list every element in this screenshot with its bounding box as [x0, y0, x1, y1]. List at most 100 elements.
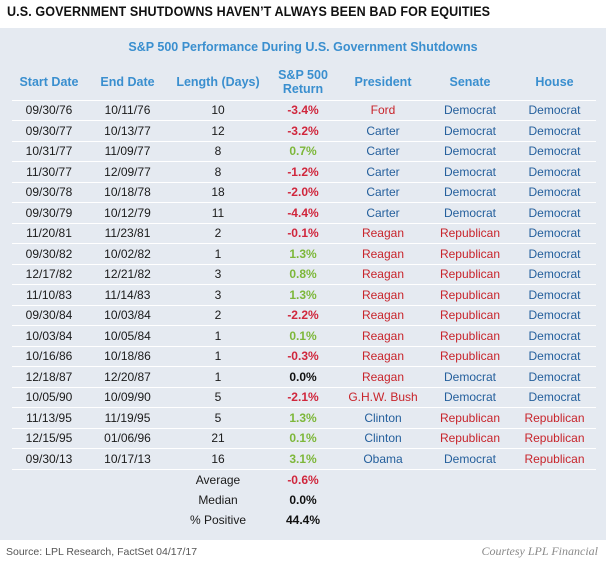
senate-cell: Democrat: [427, 182, 513, 203]
return-cell: 1.3%: [267, 284, 339, 306]
table-title: S&P 500 Performance During U.S. Governme…: [128, 40, 478, 54]
return-cell: 0.0%: [267, 366, 339, 388]
start-date-cell: 09/30/84: [12, 305, 86, 326]
president-cell: Carter: [339, 141, 427, 162]
senate-cell: Republican: [427, 284, 513, 306]
table-row: 09/30/76 10/11/76 10 -3.4% Ford Democrat Democ…: [12, 99, 596, 121]
senate-cell: Democrat: [427, 202, 513, 224]
col-header-return: S&P 500 Return: [278, 67, 328, 96]
senate-cell: Republican: [427, 223, 513, 244]
return-cell: -3.2%: [267, 120, 339, 142]
table-row: 11/30/77 12/09/77 8 -1.2% Carter Democrat Demo…: [12, 161, 596, 183]
start-date-cell: 11/20/81: [12, 223, 86, 244]
start-date-cell: 09/30/76: [12, 99, 86, 121]
president-cell: Ford: [339, 99, 427, 121]
empty-cell: [86, 469, 169, 490]
senate-cell: Republican: [427, 346, 513, 367]
house-cell: Democrat: [513, 141, 596, 162]
courtesy-note: Courtesy LPL Financial: [481, 544, 598, 558]
length-cell: 1: [169, 325, 267, 347]
start-date-cell: 10/31/77: [12, 141, 86, 162]
col-header-length: Length (Days): [176, 74, 260, 89]
empty-cell: [427, 469, 513, 490]
president-cell: Reagan: [339, 305, 427, 326]
start-date-cell: 10/05/90: [12, 387, 86, 408]
length-cell: 11: [169, 202, 267, 224]
end-date-cell: 10/18/78: [86, 182, 169, 203]
end-date-cell: 12/20/87: [86, 366, 169, 388]
end-date-cell: 11/14/83: [86, 284, 169, 306]
table-row: 11/10/83 11/14/83 3 1.3% Reagan Republican Dem…: [12, 284, 596, 306]
empty-cell: [339, 510, 427, 531]
return-cell: 0.7%: [267, 141, 339, 162]
length-cell: 2: [169, 305, 267, 326]
empty-cell: [12, 490, 86, 511]
president-cell: G.H.W. Bush: [339, 387, 427, 408]
house-cell: Democrat: [513, 223, 596, 244]
house-cell: Democrat: [513, 202, 596, 224]
empty-cell: [339, 469, 427, 490]
length-cell: 3: [169, 284, 267, 306]
end-date-cell: 10/13/77: [86, 120, 169, 142]
return-cell: 0.1%: [267, 428, 339, 449]
summary-value: 0.0%: [289, 492, 317, 507]
start-date-cell: 10/03/84: [12, 325, 86, 347]
house-cell: Democrat: [513, 182, 596, 203]
return-cell: -2.0%: [267, 182, 339, 203]
table-row: 11/20/81 11/23/81 2 -0.1% Reagan Republican De…: [12, 223, 596, 244]
return-cell: 3.1%: [267, 448, 339, 470]
table-row: 09/30/84 10/03/84 2 -2.2% Reagan Republican De…: [12, 305, 596, 326]
return-cell: 0.1%: [267, 325, 339, 347]
house-cell: Democrat: [513, 325, 596, 347]
president-cell: Clinton: [339, 407, 427, 429]
house-cell: Democrat: [513, 305, 596, 326]
length-cell: 5: [169, 387, 267, 408]
end-date-cell: 10/11/76: [86, 99, 169, 121]
end-date-cell: 10/18/86: [86, 346, 169, 367]
empty-cell: [12, 469, 86, 490]
end-date-cell: 10/12/79: [86, 202, 169, 224]
house-cell: Democrat: [513, 264, 596, 285]
end-date-cell: 11/09/77: [86, 141, 169, 162]
senate-cell: Democrat: [427, 366, 513, 388]
return-cell: -2.2%: [267, 305, 339, 326]
end-date-cell: 10/17/13: [86, 448, 169, 470]
president-cell: Reagan: [339, 243, 427, 265]
table-body: 09/30/76 10/11/76 10 -3.4% Ford Democrat Democ…: [12, 99, 596, 531]
length-cell: 5: [169, 407, 267, 429]
return-cell: 1.3%: [267, 407, 339, 429]
table-row: 10/16/86 10/18/86 1 -0.3% Reagan Republican De…: [12, 346, 596, 367]
return-cell: -0.1%: [267, 223, 339, 244]
start-date-cell: 09/30/78: [12, 182, 86, 203]
length-cell: 1: [169, 366, 267, 388]
length-cell: 10: [169, 99, 267, 121]
col-header-start: Start Date: [19, 74, 79, 89]
senate-cell: Democrat: [427, 387, 513, 408]
col-header-end: End Date: [100, 74, 155, 89]
house-cell: Democrat: [513, 99, 596, 121]
length-cell: 8: [169, 161, 267, 183]
table-row: 10/31/77 11/09/77 8 0.7% Carter Democrat Democ…: [12, 141, 596, 162]
length-cell: 18: [169, 182, 267, 203]
table-row: 09/30/13 10/17/13 16 3.1% Obama Democrat Repub…: [12, 448, 596, 470]
table-row: 12/15/95 01/06/96 21 0.1% Clinton Republican R…: [12, 428, 596, 449]
senate-cell: Democrat: [427, 161, 513, 183]
length-cell: 8: [169, 141, 267, 162]
president-cell: Clinton: [339, 428, 427, 449]
length-cell: 3: [169, 264, 267, 285]
house-cell: Democrat: [513, 284, 596, 306]
house-cell: Democrat: [513, 387, 596, 408]
end-date-cell: 12/21/82: [86, 264, 169, 285]
table-row: 09/30/82 10/02/82 1 1.3% Reagan Republican Dem…: [12, 243, 596, 265]
table-row: 09/30/78 10/18/78 18 -2.0% Carter Democrat Dem…: [12, 182, 596, 203]
col-header-house: House: [535, 74, 574, 89]
length-cell: 16: [169, 448, 267, 470]
president-cell: Carter: [339, 161, 427, 183]
house-cell: Democrat: [513, 161, 596, 183]
end-date-cell: 11/19/95: [86, 407, 169, 429]
senate-cell: Democrat: [427, 120, 513, 142]
table-row: 10/03/84 10/05/84 1 0.1% Reagan Republican Dem…: [12, 325, 596, 347]
empty-cell: [86, 510, 169, 531]
senate-cell: Republican: [427, 428, 513, 449]
senate-cell: Democrat: [427, 448, 513, 470]
